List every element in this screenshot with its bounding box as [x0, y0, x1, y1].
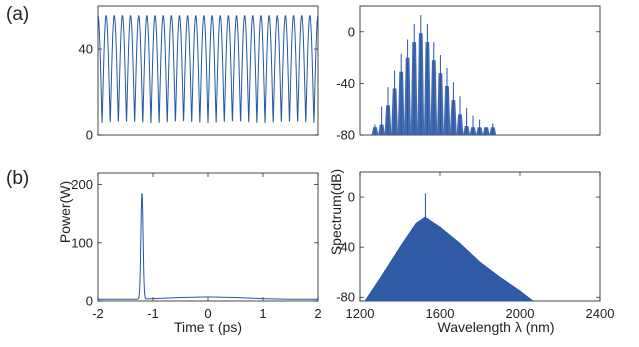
a-time-pulse-trace	[97, 14, 319, 124]
b-spectrum-xtick-label: 2000	[506, 306, 535, 321]
a-spectrum-ytick-label: 0	[348, 24, 355, 39]
a-time-ytick-label: 0	[86, 128, 93, 143]
b-spectrum-xtick-label: 2400	[586, 306, 615, 321]
b-time-ytick-label: 0	[86, 294, 93, 309]
b-spectrum-ytick-label: -40	[336, 240, 355, 255]
b-spectrum-ytick-label: 0	[348, 190, 355, 205]
panel-a-spectrum-plot: 0 -40 -80	[336, 5, 601, 143]
a-spectrum-ytick-label: -80	[336, 128, 355, 143]
panel-label-b: (b)	[6, 168, 29, 189]
b-time-ytick-label: 200	[71, 177, 93, 192]
b-time-xtick-label: 0	[204, 306, 211, 321]
panel-a-time-plot: 0 40	[79, 5, 319, 143]
b-time-xtick-label: -1	[147, 306, 159, 321]
b-spectrum-envelope	[364, 216, 535, 302]
b-time-soliton-trace	[98, 193, 318, 300]
b-time-xtick-label: -2	[92, 306, 104, 321]
b-spectrum-ytick-label: -80	[336, 290, 355, 305]
b-spectrum-xtick-label: 1200	[346, 306, 375, 321]
b-time-ytick-label: 100	[71, 235, 93, 250]
panel-b-time-plot: 0 100 200 -2 -1 0 1 2	[71, 172, 322, 321]
power-axis-label: Power(W)	[57, 181, 73, 243]
b-time-xtick-label: 2	[314, 306, 321, 321]
b-time-frame	[97, 172, 319, 302]
a-spectrum-ytick-label: -40	[336, 76, 355, 91]
b-spectrum-xtick-label: 1600	[426, 306, 455, 321]
panel-label-a: (a)	[6, 4, 29, 25]
wavelength-axis-label: Wavelength λ (nm)	[438, 319, 555, 335]
b-time-xtick-label: 1	[259, 306, 266, 321]
a-time-frame	[97, 5, 319, 136]
a-time-ytick-label: 40	[79, 42, 93, 57]
spectrum-axis-label: Spectrum(dB)	[328, 169, 344, 255]
time-axis-label: Time τ (ps)	[174, 319, 242, 335]
